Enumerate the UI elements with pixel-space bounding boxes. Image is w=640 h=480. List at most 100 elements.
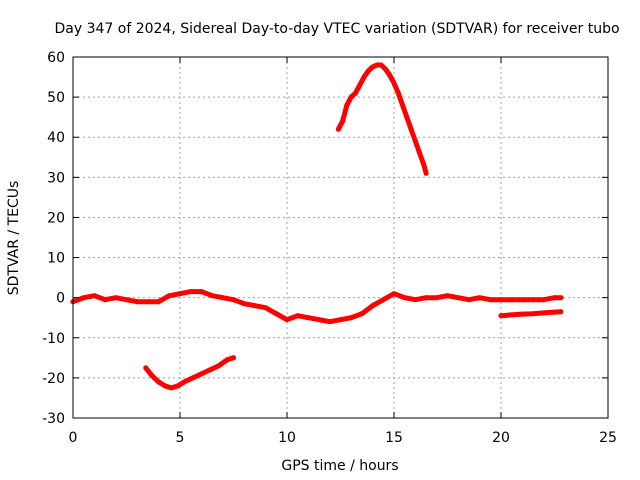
- data-point: [412, 138, 418, 144]
- y-tick-label: 40: [47, 130, 65, 146]
- tick-labels: 0 5 10 15 20 25 -30 -20 -10 0 10 20 30 40 50 60: [42, 50, 617, 446]
- data-point: [168, 385, 174, 391]
- data-point: [188, 289, 194, 295]
- data-point: [380, 297, 386, 303]
- series-group: [70, 62, 564, 391]
- data-point: [382, 66, 388, 72]
- data-point: [190, 375, 196, 381]
- data-point: [252, 303, 258, 309]
- data-point: [348, 94, 354, 100]
- data-point: [305, 315, 311, 321]
- data-point: [498, 313, 504, 319]
- x-axis-label: GPS time / hours: [281, 458, 398, 474]
- x-tick-label: 0: [69, 430, 78, 446]
- data-point: [402, 295, 408, 301]
- axis-ticks: [72, 56, 609, 419]
- data-point: [519, 311, 525, 317]
- data-point: [335, 126, 341, 132]
- data-point: [421, 162, 427, 168]
- data-point: [348, 315, 354, 321]
- data-point: [207, 367, 213, 373]
- y-tick-label: -10: [42, 331, 65, 347]
- data-point: [361, 74, 367, 80]
- data-point: [209, 293, 215, 299]
- data-point: [124, 297, 129, 303]
- data-point: [477, 295, 483, 301]
- data-point: [370, 303, 376, 309]
- data-point: [509, 312, 515, 318]
- data-point: [134, 299, 140, 305]
- data-point: [113, 295, 119, 301]
- y-tick-label: -30: [42, 411, 65, 427]
- data-point: [156, 379, 162, 385]
- data-point: [387, 72, 393, 78]
- chart-title: Day 347 of 2024, Sidereal Day-to-day VTE…: [54, 21, 619, 37]
- data-point: [273, 311, 279, 317]
- data-point: [408, 126, 414, 132]
- data-point: [530, 297, 536, 303]
- data-point: [445, 293, 450, 299]
- data-point: [395, 90, 401, 96]
- data-point: [391, 80, 397, 86]
- data-point: [231, 297, 236, 303]
- y-tick-label: -20: [42, 371, 65, 387]
- y-tick-label: 20: [47, 210, 65, 226]
- data-point: [487, 297, 493, 303]
- data-point: [241, 301, 247, 307]
- y-tick-label: 60: [47, 50, 65, 66]
- data-point: [231, 355, 236, 361]
- data-point: [378, 62, 384, 68]
- x-tick-label: 20: [492, 430, 510, 446]
- data-point: [181, 379, 187, 385]
- data-point: [552, 295, 557, 301]
- x-tick-label: 10: [278, 430, 296, 446]
- data-point: [412, 297, 418, 303]
- series-high-arc: [335, 62, 429, 176]
- data-point: [340, 118, 346, 124]
- data-point: [434, 295, 440, 301]
- data-point: [162, 383, 168, 389]
- data-point: [149, 373, 155, 379]
- data-point: [284, 317, 290, 323]
- y-tick-label: 30: [47, 170, 65, 186]
- data-point: [359, 311, 365, 317]
- data-point: [353, 90, 358, 96]
- series-main-track: [70, 289, 564, 325]
- data-point: [530, 311, 536, 317]
- data-point: [316, 317, 322, 323]
- data-point: [338, 317, 343, 323]
- data-point: [177, 291, 183, 297]
- data-point: [156, 299, 162, 305]
- data-point: [466, 297, 472, 303]
- data-point: [558, 309, 564, 315]
- data-point: [357, 82, 363, 88]
- x-tick-label: 5: [176, 430, 185, 446]
- y-tick-label: 10: [47, 251, 65, 267]
- data-point: [143, 365, 149, 371]
- data-point: [166, 293, 172, 299]
- data-point: [423, 170, 429, 176]
- plot-frame: [72, 56, 609, 419]
- data-point: [365, 68, 371, 74]
- data-point: [519, 297, 525, 303]
- data-point: [541, 297, 547, 303]
- data-point: [216, 363, 221, 369]
- data-point: [102, 297, 108, 303]
- data-point: [455, 295, 461, 301]
- data-point: [198, 289, 204, 295]
- data-point: [327, 319, 333, 325]
- y-axis-label: SDTVAR / TECUs: [6, 181, 22, 296]
- data-point: [91, 293, 97, 299]
- data-point: [423, 295, 429, 301]
- x-tick-label: 25: [599, 430, 617, 446]
- y-tick-label: 0: [56, 291, 65, 307]
- data-point: [509, 297, 515, 303]
- data-point: [404, 114, 410, 120]
- y-tick-label: 50: [47, 90, 65, 106]
- x-tick-label: 15: [385, 430, 403, 446]
- data-point: [498, 297, 504, 303]
- data-point: [263, 305, 269, 311]
- data-point: [81, 295, 87, 301]
- data-point: [541, 310, 547, 316]
